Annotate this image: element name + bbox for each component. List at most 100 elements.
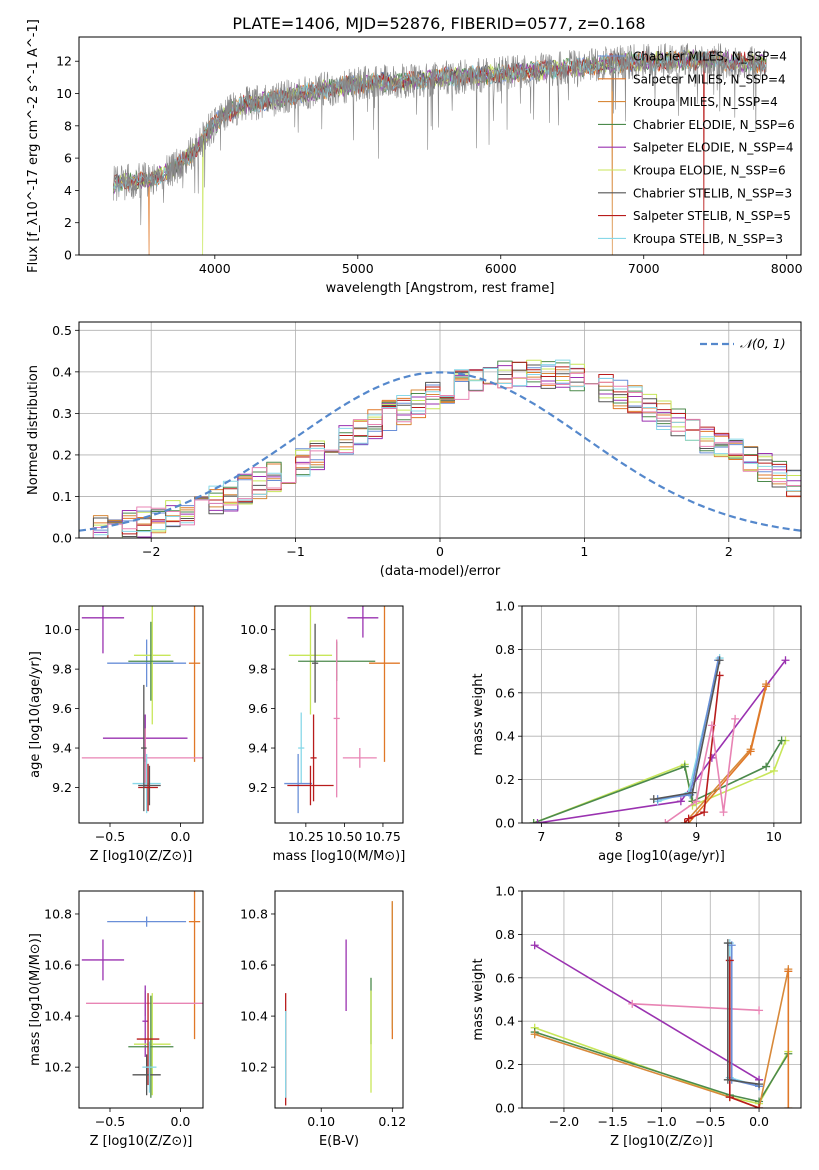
x-axis-label: Z [log10(Z/Z⊙)] bbox=[90, 849, 193, 864]
plot-area bbox=[522, 891, 801, 1108]
weight-marker bbox=[533, 819, 542, 823]
legend-entry: Chabrier STELIB, N_SSP=3 bbox=[633, 186, 792, 200]
x-tick-label: 0 bbox=[436, 544, 444, 559]
axes-frame bbox=[78, 36, 802, 256]
y-tick-label: 0.5 bbox=[52, 323, 72, 338]
legend-entry: Kroupa MILES, N_SSP=4 bbox=[633, 95, 778, 109]
x-tick-label: −0.5 bbox=[95, 829, 125, 844]
weight-marker bbox=[777, 736, 786, 745]
axes-frame bbox=[521, 605, 802, 824]
y-tick-label: 0.4 bbox=[495, 1014, 515, 1029]
plot-area bbox=[284, 606, 400, 814]
x-tick-label: 10 bbox=[766, 829, 782, 844]
y-tick-label: 10.0 bbox=[240, 622, 268, 637]
y-tick-label: 1.0 bbox=[495, 599, 515, 614]
y-tick-label: 10.4 bbox=[240, 1009, 268, 1024]
legend-entry: Chabrier MILES, N_SSP=4 bbox=[633, 50, 787, 64]
y-axis-label: mass [log10(M/M⊙)] bbox=[28, 933, 43, 1066]
weight-marker bbox=[530, 941, 539, 950]
x-tick-label: 10.25 bbox=[288, 829, 324, 844]
x-tick-label: 8 bbox=[615, 829, 623, 844]
weight-marker bbox=[784, 1104, 793, 1108]
y-tick-label: 9.2 bbox=[52, 780, 72, 795]
weight-marker bbox=[628, 999, 637, 1008]
model-line-8 bbox=[112, 50, 767, 192]
x-tick-label: −2 bbox=[142, 544, 160, 559]
weight-marker bbox=[700, 808, 709, 817]
y-tick-label: 0.8 bbox=[495, 642, 515, 657]
x-tick-label: 5000 bbox=[342, 261, 374, 276]
x-axis-label: Z [log10(Z/Z⊙)] bbox=[610, 1134, 713, 1149]
y-tick-label: 0.0 bbox=[495, 1101, 515, 1116]
y-axis-label: mass weight bbox=[471, 673, 486, 755]
x-axis-label: mass [log10(M/M⊙)] bbox=[273, 849, 406, 864]
y-tick-label: 0.2 bbox=[495, 772, 515, 787]
y-tick-label: 0.4 bbox=[52, 364, 72, 379]
y-tick-label: 0.4 bbox=[495, 729, 515, 744]
weight-marker bbox=[688, 788, 697, 797]
y-axis-label: Normed distribution bbox=[26, 365, 41, 495]
y-tick-label: 9.8 bbox=[248, 662, 268, 677]
plot-area bbox=[285, 901, 393, 1106]
x-tick-label: −1.5 bbox=[598, 1114, 628, 1129]
normal-curve bbox=[79, 371, 801, 532]
x-tick-label: 7 bbox=[537, 829, 545, 844]
y-tick-label: 9.6 bbox=[248, 701, 268, 716]
y-tick-label: 10.6 bbox=[240, 958, 268, 973]
y-tick-label: 10 bbox=[56, 86, 72, 101]
weight-line-8 bbox=[664, 718, 736, 823]
x-axis-label: E(B-V) bbox=[319, 1134, 359, 1149]
y-tick-label: 4 bbox=[64, 183, 72, 198]
weight-marker bbox=[680, 819, 689, 823]
x-tick-label: 10.50 bbox=[326, 829, 362, 844]
axes-frame bbox=[274, 605, 404, 824]
plot-area bbox=[81, 891, 203, 1098]
y-tick-label: 9.4 bbox=[248, 741, 268, 756]
axes-frame bbox=[78, 890, 204, 1109]
legend-entry: Kroupa STELIB, N_SSP=3 bbox=[633, 232, 783, 246]
x-tick-label: 1 bbox=[580, 544, 588, 559]
panel-mass-vs-z: −0.5 0.0 10.2 10.4 10.6 10.8 Z [log10(Z/Z⊙)] ma… bbox=[28, 890, 204, 1149]
weight-line-0 bbox=[534, 944, 760, 1081]
y-tick-label: 9.2 bbox=[248, 780, 268, 795]
x-axis-label: (data-model)/error bbox=[380, 564, 501, 579]
panel-weight-vs-age: 7 8 9 10 0.0 0.2 0.4 0.6 0.8 1.0 age [log10(age/yr… bbox=[471, 599, 802, 864]
panel-age-vs-mass: 10.25 10.50 10.75 9.2 9.4 9.6 9.8 10.0 mass [log… bbox=[240, 605, 406, 864]
x-tick-label: 2 bbox=[725, 544, 733, 559]
weight-marker bbox=[725, 956, 734, 965]
panel-mass-vs-ebv: 0.10 0.12 10.2 10.4 10.6 10.8 E(B-V) bbox=[240, 890, 406, 1149]
panels: 4000 5000 6000 7000 8000024681012wavelength … bbox=[26, 19, 803, 1149]
weight-marker bbox=[755, 1080, 764, 1089]
x-axis-label: wavelength [Angstrom, rest frame] bbox=[326, 281, 555, 296]
legend: 𝒩(0, 1) bbox=[700, 336, 786, 351]
weight-marker bbox=[781, 656, 790, 665]
y-tick-label: 0 bbox=[64, 248, 72, 263]
y-tick-label: 12 bbox=[56, 54, 72, 69]
weight-line-3 bbox=[534, 1031, 790, 1103]
x-tick-label: 8000 bbox=[771, 261, 803, 276]
y-tick-label: 6 bbox=[64, 151, 72, 166]
x-tick-label: 10.75 bbox=[365, 829, 401, 844]
y-tick-label: 0.1 bbox=[52, 489, 72, 504]
weight-marker bbox=[707, 753, 716, 762]
y-tick-label: 0.6 bbox=[495, 685, 515, 700]
weight-marker bbox=[680, 762, 689, 771]
panel-residuals: −2 −1 0 1 2 0.0 0.1 0.2 0.3 0.4 0.5 (data-model)/er… bbox=[26, 321, 802, 579]
legend-entry: Salpeter MILES, N_SSP=4 bbox=[633, 72, 786, 86]
y-tick-label: 1.0 bbox=[495, 884, 515, 899]
weight-marker bbox=[529, 819, 538, 823]
legend-entry: Salpeter STELIB, N_SSP=5 bbox=[633, 209, 791, 223]
y-tick-label: 9.8 bbox=[52, 662, 72, 677]
y-tick-label: 10.4 bbox=[44, 1009, 72, 1024]
figure-title: PLATE=1406, MJD=52876, FIBERID=0577, z=0… bbox=[232, 14, 645, 33]
histogram-series-9 bbox=[79, 372, 801, 538]
axes-frame bbox=[274, 890, 404, 1109]
x-axis-label: Z [log10(Z/Z⊙)] bbox=[90, 1134, 193, 1149]
legend-entry: Salpeter ELODIE, N_SSP=4 bbox=[633, 141, 794, 155]
y-tick-label: 0.8 bbox=[495, 927, 515, 942]
x-tick-label: −2.0 bbox=[549, 1114, 579, 1129]
x-tick-label: 4000 bbox=[199, 261, 231, 276]
y-tick-label: 10.8 bbox=[44, 906, 72, 921]
x-tick-label: −1 bbox=[286, 544, 304, 559]
